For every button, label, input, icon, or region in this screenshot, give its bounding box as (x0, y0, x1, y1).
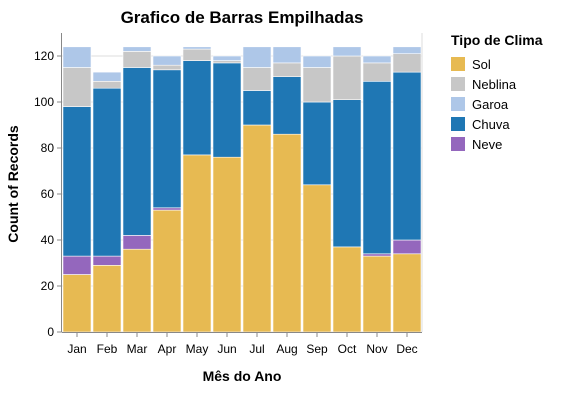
y-tick-label: 100 (34, 95, 54, 109)
bar-segment-garoa-may (182, 46, 212, 50)
legend-label-chuva: Chuva (472, 117, 510, 132)
bar-segment-garoa-dec (392, 46, 422, 54)
bar-segment-neve-apr (152, 207, 182, 211)
bar-segment-sol-feb (92, 264, 122, 333)
bar-segment-neblina-feb (92, 81, 122, 89)
legend-title: Tipo de Clima (451, 32, 543, 48)
bar-segment-sol-aug (272, 133, 302, 333)
bar-segment-sol-apr (152, 209, 182, 333)
grid-lines (62, 33, 423, 333)
bar-segment-sol-jun (212, 156, 242, 333)
bar-segment-sol-nov (362, 255, 392, 333)
bar-segment-neblina-nov (362, 62, 392, 82)
bar-segment-neblina-sep (302, 67, 332, 103)
axes: 0 20 40 60 80 100 120 Jan Feb Mar Apr May Jun Jul Aug S… (34, 33, 422, 356)
bar-segment-garoa-oct (332, 46, 362, 57)
x-tick-label-dec: Dec (396, 342, 417, 356)
x-tick-label-feb: Feb (97, 342, 118, 356)
bar-segment-neblina-jun (212, 60, 242, 64)
legend-swatch-neve (451, 137, 465, 151)
bar-segment-garoa-jun (212, 55, 242, 61)
legend-label-neve: Neve (472, 137, 502, 152)
bar-segment-garoa-apr (152, 55, 182, 66)
legend-swatch-chuva (451, 117, 465, 131)
bar-segment-sol-mar (122, 248, 152, 333)
bar-segment-chuva-nov (362, 81, 392, 255)
x-tick-label-may: May (186, 342, 209, 356)
x-tick-label-jul: Jul (249, 342, 264, 356)
chart-title: Grafico de Barras Empilhadas (121, 8, 364, 27)
bar-segment-sol-may (182, 154, 212, 333)
bar-segment-neve-dec (392, 239, 422, 255)
legend-swatch-garoa (451, 97, 465, 111)
bar-segment-neblina-mar (122, 51, 152, 68)
bar-segment-chuva-dec (392, 71, 422, 241)
y-tick-label: 40 (41, 233, 55, 247)
bar-segment-neblina-aug (272, 62, 302, 78)
legend-label-neblina: Neblina (472, 77, 517, 92)
bar-segment-neblina-oct (332, 55, 362, 101)
x-tick-label-jun: Jun (217, 342, 236, 356)
legend-label-garoa: Garoa (472, 97, 509, 112)
bar-segment-chuva-oct (332, 99, 362, 248)
legend-swatch-neblina (451, 77, 465, 91)
bar-segment-neblina-jul (242, 67, 272, 91)
bars (62, 46, 422, 333)
y-tick-label: 80 (41, 141, 55, 155)
bar-segment-sol-jan (62, 274, 92, 333)
bar-segment-sol-sep (302, 184, 332, 333)
bar-segment-sol-dec (392, 253, 422, 333)
bar-segment-neve-nov (362, 253, 392, 257)
bar-segment-chuva-jul (242, 90, 272, 126)
y-tick-label: 60 (41, 187, 55, 201)
legend-label-sol: Sol (472, 57, 491, 72)
bar-segment-chuva-apr (152, 69, 182, 209)
y-tick-label: 120 (34, 49, 54, 63)
bar-segment-garoa-nov (362, 55, 392, 64)
bar-segment-garoa-feb (92, 71, 122, 82)
x-axis-title: Mês do Ano (203, 368, 282, 384)
bar-segment-chuva-jun (212, 62, 242, 158)
bar-segment-garoa-sep (302, 55, 332, 68)
bar-segment-neblina-may (182, 48, 212, 61)
bar-segment-chuva-aug (272, 76, 302, 135)
bar-segment-neblina-apr (152, 64, 182, 71)
legend-swatch-sol (451, 57, 465, 71)
bar-segment-neblina-jan (62, 67, 92, 107)
bar-segment-sol-jul (242, 124, 272, 333)
bar-segment-neve-feb (92, 255, 122, 266)
bar-segment-chuva-sep (302, 101, 332, 186)
bar-segment-garoa-jan (62, 46, 92, 68)
bar-segment-chuva-mar (122, 67, 152, 236)
x-tick-label-jan: Jan (67, 342, 86, 356)
bar-segment-garoa-aug (272, 46, 302, 64)
x-tick-label-mar: Mar (127, 342, 148, 356)
x-tick-label-aug: Aug (276, 342, 297, 356)
bar-segment-garoa-mar (122, 46, 152, 52)
bar-segment-chuva-may (182, 60, 212, 156)
bar-segment-neve-jan (62, 255, 92, 275)
bar-segment-chuva-jan (62, 106, 92, 257)
bar-segment-garoa-jul (242, 46, 272, 68)
x-tick-label-oct: Oct (338, 342, 357, 356)
x-tick-label-sep: Sep (306, 342, 328, 356)
x-tick-label-apr: Apr (158, 342, 177, 356)
bar-segment-neve-mar (122, 235, 152, 250)
y-tick-label: 20 (41, 279, 55, 293)
bar-segment-sol-oct (332, 246, 362, 333)
bar-segment-neblina-dec (392, 53, 422, 73)
x-tick-label-nov: Nov (366, 342, 387, 356)
y-tick-label: 0 (47, 325, 54, 339)
bar-segment-chuva-feb (92, 87, 122, 257)
legend: Tipo de Clima Sol Neblina Garoa Chuva Neve (451, 32, 543, 152)
y-axis-title: Count of Records (5, 125, 21, 243)
